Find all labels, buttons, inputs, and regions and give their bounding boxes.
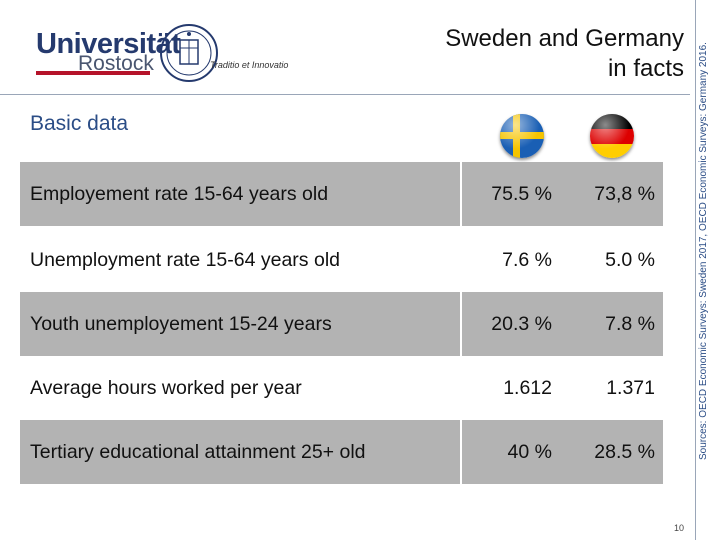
side-divider [695, 0, 696, 540]
header-divider [0, 94, 690, 95]
table-row: Average hours worked per year 1.612 1.37… [20, 356, 663, 420]
table-row: Youth unemployement 15-24 years 20.3 % 7… [20, 292, 663, 356]
row-label: Average hours worked per year [30, 376, 302, 399]
sweden-value: 75.5 % [491, 182, 552, 205]
germany-value: 73,8 % [594, 182, 655, 205]
row-label: Employement rate 15-64 years old [30, 182, 329, 205]
title-line-2: in facts [607, 55, 684, 82]
section-title: Basic data [30, 112, 129, 135]
page-number: 10 [674, 523, 685, 533]
row-label: Youth unemployement 15-24 years [30, 312, 332, 335]
sweden-flag-icon [500, 114, 544, 158]
germany-value: 5.0 % [605, 248, 655, 271]
logo-motto: Traditio et Innovatio [210, 60, 289, 70]
university-seal-icon [160, 24, 218, 82]
university-logo: Universität Rostock Traditio et Innovati… [30, 24, 300, 84]
germany-value: 28.5 % [594, 440, 655, 463]
sources-note: Sources: OECD Economic Surveys: Sweden 2… [698, 42, 709, 460]
sweden-value: 20.3 % [491, 312, 552, 335]
logo-name: Universität [36, 28, 181, 60]
germany-flag-icon [590, 114, 634, 158]
germany-value: 7.8 % [605, 312, 655, 335]
sweden-value: 1.612 [503, 376, 552, 399]
logo-subtitle: Rostock [78, 52, 154, 75]
sweden-value: 7.6 % [502, 248, 552, 271]
sweden-value: 40 % [507, 440, 552, 463]
row-label: Tertiary educational attainment 25+ old [30, 440, 366, 463]
logo-bar [36, 71, 150, 75]
slide-title: Sweden and Germany in facts [445, 24, 684, 84]
table-row: Tertiary educational attainment 25+ old … [20, 420, 663, 484]
title-line-1: Sweden and Germany [445, 25, 684, 52]
table-row: Unemployment rate 15-64 years old 7.6 % … [20, 228, 663, 292]
row-label: Unemployment rate 15-64 years old [30, 248, 340, 271]
table-row: Employement rate 15-64 years old 75.5 % … [20, 162, 663, 226]
germany-value: 1.371 [606, 376, 655, 399]
